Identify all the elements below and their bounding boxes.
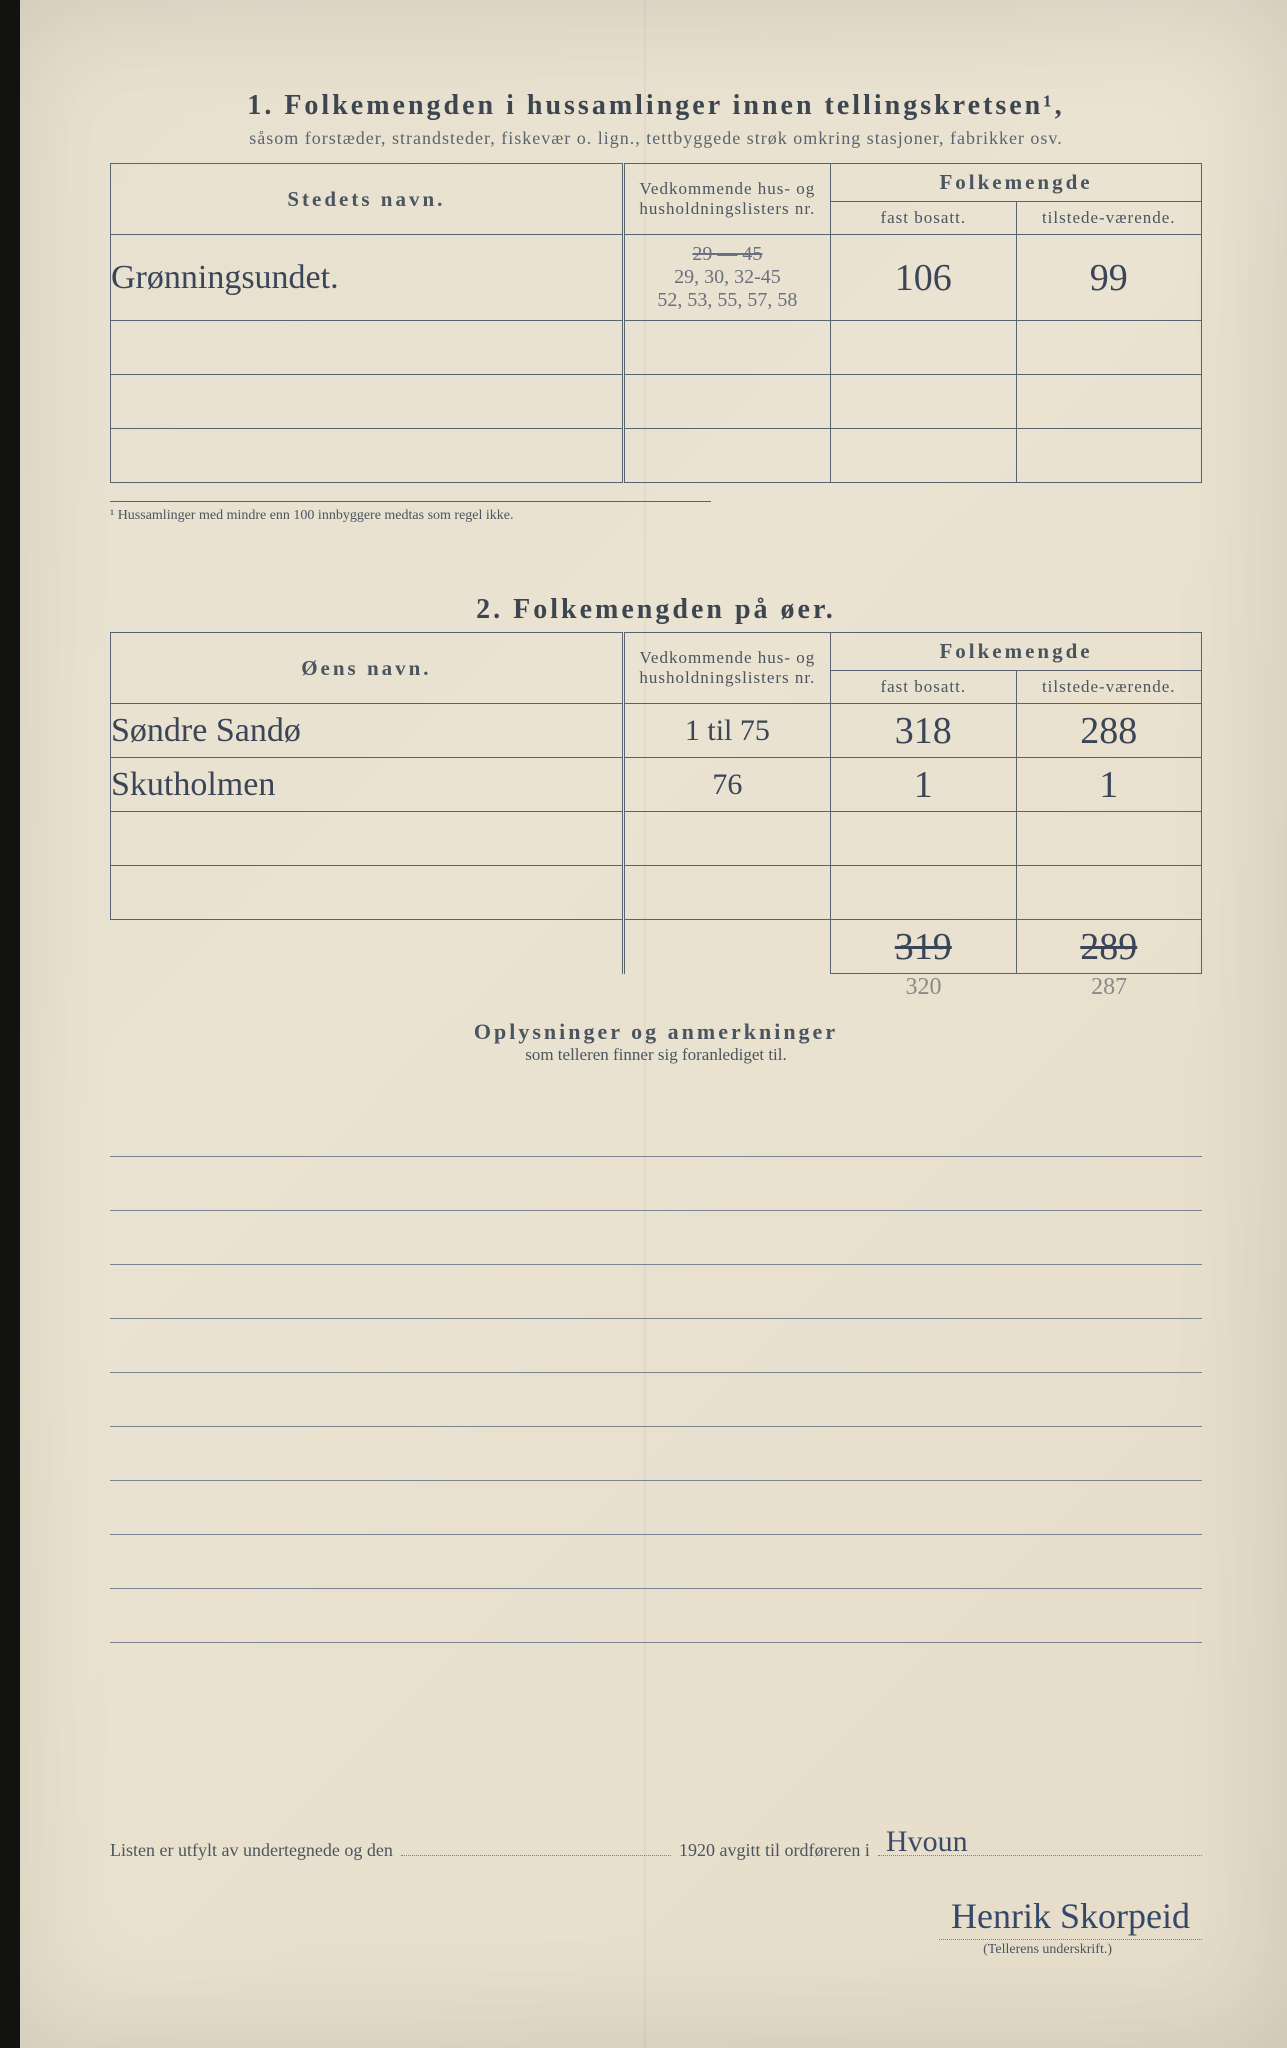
cell-lists: 1 til 75 bbox=[623, 704, 830, 758]
table-row: Grønningsundet. 29 — 45 29, 30, 32-45 52… bbox=[111, 235, 1202, 321]
footer-line: Listen er utfylt av undertegnede og den … bbox=[110, 1836, 1202, 1861]
lists-l2: 29, 30, 32-45 bbox=[625, 266, 830, 289]
table-row bbox=[111, 321, 1202, 375]
blank-line bbox=[110, 1535, 1202, 1589]
cell-til: 288 bbox=[1016, 704, 1201, 758]
cell-til: 99 bbox=[1016, 235, 1201, 321]
cell-fast: 1 bbox=[831, 758, 1016, 812]
blank-line bbox=[110, 1319, 1202, 1373]
cell-til: 1 bbox=[1016, 758, 1201, 812]
cell-name: Grønningsundet. bbox=[111, 235, 624, 321]
cell-fast: 106 bbox=[831, 235, 1016, 321]
table-row bbox=[111, 429, 1202, 483]
signature: Henrik Skorpeid bbox=[939, 1895, 1202, 1940]
section3: Oplysninger og anmerkninger som telleren… bbox=[110, 1019, 1202, 1065]
blank-line bbox=[110, 1265, 1202, 1319]
section3-subtitle: som telleren finner sig foranlediget til… bbox=[110, 1045, 1202, 1065]
total-til-strike: 289 bbox=[1016, 920, 1201, 974]
section1-subtitle: såsom forstæder, strandsteder, fiskevær … bbox=[110, 128, 1202, 149]
signature-label: (Tellerens underskrift.) bbox=[110, 1942, 1202, 1958]
footer-text-2: 1920 avgitt til ordføreren i bbox=[679, 1840, 870, 1861]
th-oens-navn: Øens navn. bbox=[111, 633, 624, 704]
cell-name: Skutholmen bbox=[111, 758, 624, 812]
footnote-1: ¹ Hussamlinger med mindre enn 100 innbyg… bbox=[110, 501, 711, 524]
table-row: Skutholmen 76 1 1 bbox=[111, 758, 1202, 812]
table-hussamlinger: Stedets navn. Vedkommende hus- og hushol… bbox=[110, 163, 1202, 483]
total-til-pencil: 287 bbox=[1016, 974, 1202, 1001]
th-fast-2: fast bosatt. bbox=[831, 671, 1016, 704]
pencil-totals-row: 320 287 bbox=[110, 974, 1202, 1001]
ruled-lines bbox=[110, 1103, 1202, 1643]
scan-edge bbox=[0, 0, 20, 2048]
signature-area: Henrik Skorpeid (Tellerens underskrift.) bbox=[110, 1895, 1202, 1958]
th-folkemengde: Folkemengde bbox=[831, 164, 1202, 202]
table-row bbox=[111, 812, 1202, 866]
blank-line bbox=[110, 1157, 1202, 1211]
blank-line bbox=[110, 1481, 1202, 1535]
th-lists: Vedkommende hus- og husholdningslisters … bbox=[623, 164, 830, 235]
total-fast-strike: 319 bbox=[831, 920, 1016, 974]
census-form-page: 1. Folkemengden i hussamlinger innen tel… bbox=[0, 0, 1287, 2048]
blank-place: Hvoun bbox=[878, 1836, 1202, 1856]
place-handwriting: Hvoun bbox=[886, 1825, 968, 1859]
blank-line bbox=[110, 1103, 1202, 1157]
footer-text-1: Listen er utfylt av undertegnede og den bbox=[110, 1840, 393, 1861]
table-oer: Øens navn. Vedkommende hus- og husholdni… bbox=[110, 632, 1202, 974]
total-fast-pencil: 320 bbox=[831, 974, 1017, 1001]
th-stedets-navn: Stedets navn. bbox=[111, 164, 624, 235]
lists-strike: 29 — 45 bbox=[625, 243, 830, 266]
blank-line bbox=[110, 1427, 1202, 1481]
th-tilstede: tilstede-værende. bbox=[1016, 202, 1201, 235]
table-row-totals: 319 289 bbox=[111, 920, 1202, 974]
blank-line bbox=[110, 1373, 1202, 1427]
section3-title: Oplysninger og anmerkninger bbox=[110, 1019, 1202, 1045]
table-row bbox=[111, 375, 1202, 429]
footer: Listen er utfylt av undertegnede og den … bbox=[110, 1836, 1202, 1958]
th-lists-2: Vedkommende hus- og husholdningslisters … bbox=[623, 633, 830, 704]
section2-title: 2. Folkemengden på øer. bbox=[110, 594, 1202, 626]
cell-lists: 29 — 45 29, 30, 32-45 52, 53, 55, 57, 58 bbox=[623, 235, 830, 321]
section1-title: 1. Folkemengden i hussamlinger innen tel… bbox=[110, 90, 1202, 122]
cell-name: Søndre Sandø bbox=[111, 704, 624, 758]
cell-lists: 76 bbox=[623, 758, 830, 812]
blank-date bbox=[401, 1836, 671, 1856]
cell-fast: 318 bbox=[831, 704, 1016, 758]
th-fast: fast bosatt. bbox=[831, 202, 1016, 235]
th-tilstede-2: tilstede-værende. bbox=[1016, 671, 1201, 704]
lists-l3: 52, 53, 55, 57, 58 bbox=[625, 289, 830, 312]
blank-line bbox=[110, 1589, 1202, 1643]
table-row: Søndre Sandø 1 til 75 318 288 bbox=[111, 704, 1202, 758]
blank-line bbox=[110, 1211, 1202, 1265]
th-folkemengde-2: Folkemengde bbox=[831, 633, 1202, 671]
table-row bbox=[111, 866, 1202, 920]
